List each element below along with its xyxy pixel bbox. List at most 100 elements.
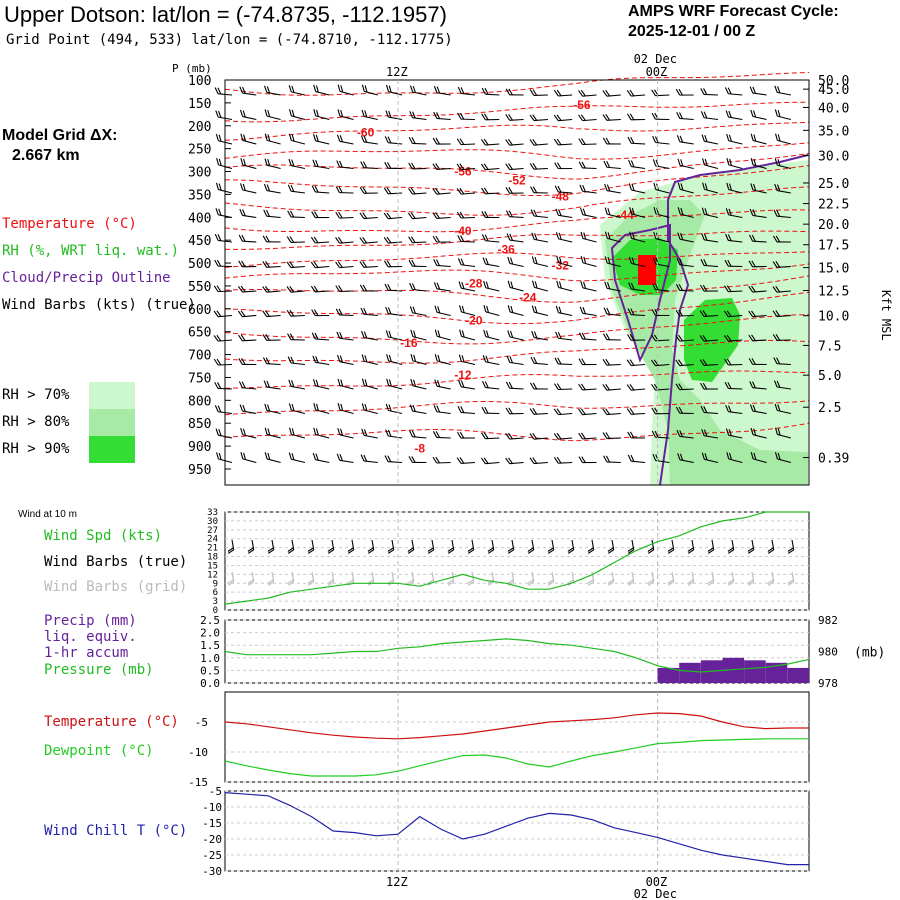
wind-barb <box>385 84 403 96</box>
wind-speed-tick-label: 18 <box>207 553 218 563</box>
bottom-time-label: 12Z <box>386 875 408 889</box>
temperature-contour <box>224 370 810 389</box>
precip-bar <box>722 657 745 683</box>
wind-barb <box>481 406 500 415</box>
wind-barb <box>772 235 791 243</box>
pressure-tick-label: 250 <box>188 143 211 158</box>
wind-barb <box>602 432 621 440</box>
wind-barb <box>701 452 719 464</box>
bottom-date-label: 02 Dec <box>634 887 677 900</box>
wind-barb <box>262 235 281 243</box>
precip-bar <box>679 662 701 683</box>
wind-barb <box>238 260 257 268</box>
precip-tick-label: 1.0 <box>200 652 220 665</box>
wind-barb <box>602 383 621 391</box>
wind-barb <box>213 285 233 293</box>
cross-section-panel: -56 -60 -56 -52 -48 -44 -40 -36 -32 -28 -24 -20 -16 -… <box>172 52 893 486</box>
wind-barb <box>675 383 694 391</box>
wind-barb-true <box>507 539 515 554</box>
wind-barb <box>652 159 670 170</box>
wind-barb <box>262 357 281 366</box>
wind-barb <box>433 259 451 268</box>
legend-dewpoint: Dewpoint (°C) <box>44 743 154 759</box>
wind-barb <box>288 85 306 96</box>
wind-barb <box>313 109 330 121</box>
wind-barb <box>554 162 573 170</box>
windchill-tick-label: -30 <box>202 865 222 878</box>
wind-barb <box>604 231 621 243</box>
wind-barb <box>287 333 305 341</box>
wind-barb <box>626 359 646 367</box>
height-tick-label: 30.0 <box>818 150 849 165</box>
temperature-contour <box>224 314 810 345</box>
wind-barb <box>240 158 257 170</box>
wind-barb <box>287 210 305 219</box>
temperature-contour-label: -32 <box>552 258 570 272</box>
wind-barb <box>748 310 767 318</box>
wind-barb <box>602 358 621 366</box>
wind-barb <box>237 310 257 318</box>
wind-barb <box>578 358 597 366</box>
wind-barb <box>505 138 524 146</box>
wind-barb <box>629 231 646 243</box>
wind-barb <box>286 261 305 269</box>
wind-barb <box>384 136 403 145</box>
wind-barb <box>361 330 378 341</box>
wind-barb-true <box>607 539 615 554</box>
wind-barb <box>337 354 354 366</box>
wind-barb <box>312 379 330 390</box>
wind-barb <box>336 331 354 341</box>
wind-barb <box>627 431 646 439</box>
rh80-swatch <box>89 409 135 436</box>
wind-barb-grid <box>307 571 315 586</box>
height-tick-label: 12.5 <box>818 285 849 300</box>
wind-barb <box>457 235 476 243</box>
pressure-tick-label: 100 <box>188 74 211 89</box>
wind-barb <box>408 162 427 170</box>
temperature-contour-label: -40 <box>454 224 472 238</box>
top-time-label: 00Z <box>646 65 668 79</box>
pressure-tick-label: 650 <box>188 326 211 341</box>
wind-barb <box>360 135 378 145</box>
wind-barb <box>626 408 646 415</box>
wind-barb <box>602 89 621 97</box>
pressure-tick-label: 600 <box>188 303 211 318</box>
windchill-tick-label: -15 <box>202 817 222 830</box>
wind-barb-grid <box>547 571 555 586</box>
pressure-line <box>224 638 810 673</box>
wind-barb <box>725 233 743 243</box>
precip-panel: 2.52.01.51.00.50.0 982 980 978 (mb) <box>200 614 885 690</box>
wind-barb <box>458 354 476 366</box>
precip-bar <box>744 660 766 683</box>
wind-barb <box>240 133 257 145</box>
wind-barb-true <box>327 539 335 554</box>
wind-barb <box>553 89 573 97</box>
wind-barb <box>456 138 476 146</box>
wind-barb <box>337 84 354 96</box>
wind-barb <box>483 329 500 341</box>
wind-barb <box>311 332 330 341</box>
forecast-cycle: AMPS WRF Forecast Cycle: 2025-12-01 / 00… <box>628 2 839 42</box>
wind-barb <box>579 306 597 317</box>
wind-barb <box>699 359 719 366</box>
wind-barb <box>531 232 549 243</box>
wind-barb <box>288 452 306 464</box>
forecast-cycle-line2: 2025-12-01 / 00 Z <box>628 23 756 40</box>
wind-barb <box>263 85 281 96</box>
wind-barb <box>772 310 791 318</box>
wind-barb-true <box>407 539 415 554</box>
precip-tick-label: 2.5 <box>200 614 220 627</box>
wind-barb <box>676 112 694 121</box>
temperature-contour <box>224 72 810 96</box>
wind-barb <box>312 355 330 366</box>
wind-barb <box>578 383 597 391</box>
temperature-tick-label: -15 <box>188 776 208 789</box>
wind-barb <box>723 334 743 342</box>
wind-barb-true <box>367 539 375 554</box>
upper-wind-barbs <box>213 84 792 465</box>
wind-barb <box>213 358 233 366</box>
wind-barb <box>773 357 791 366</box>
wind-barb <box>286 236 305 244</box>
wind-barb <box>603 160 621 170</box>
wind-barb <box>313 403 330 415</box>
